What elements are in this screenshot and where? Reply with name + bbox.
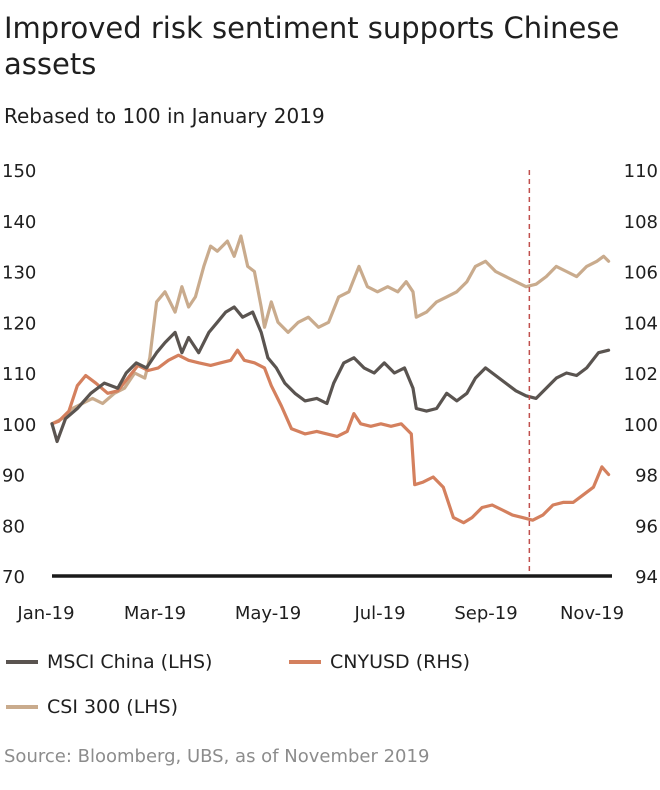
y-tick-right: 104 (624, 313, 658, 334)
series-line-msci (50, 305, 611, 444)
y-tick-right: 96 (635, 516, 658, 537)
y-tick-left: 140 (2, 212, 36, 233)
x-tick-label: May-19 (235, 603, 301, 624)
y-tick-left: 110 (2, 364, 36, 385)
y-tick-left: 80 (2, 516, 25, 537)
chart-title: Improved risk sentiment supports Chinese… (4, 11, 620, 81)
y-tick-right: 110 (624, 161, 658, 182)
y-tick-right: 102 (624, 364, 658, 385)
line-chart: 150 140 130 120 110 100 90 80 70 110 108 106 104 102 1… (2, 161, 658, 624)
legend-item-msci: MSCI China (LHS) (6, 651, 212, 673)
legend-swatch-msci (6, 660, 38, 664)
legend-label-csi: CSI 300 (LHS) (47, 696, 179, 718)
y-tick-left: 120 (2, 313, 36, 334)
legend-swatch-cny (289, 660, 321, 664)
y-tick-right: 94 (635, 567, 658, 588)
legend-label-cny: CNYUSD (RHS) (330, 651, 471, 673)
x-tick-label: Nov-19 (560, 603, 624, 624)
y-tick-right: 106 (624, 263, 658, 284)
y-tick-left: 90 (2, 466, 25, 487)
y-tick-right: 98 (635, 466, 658, 487)
x-tick-label: Jul-19 (353, 603, 405, 624)
chart-subtitle: Rebased to 100 in January 2019 (4, 104, 325, 128)
x-tick-label: Sep-19 (454, 603, 517, 624)
legend-item-csi: CSI 300 (LHS) (6, 696, 178, 718)
y-tick-left: 130 (2, 263, 36, 284)
legend-item-cny: CNYUSD (RHS) (289, 651, 470, 673)
y-tick-right: 108 (624, 212, 658, 233)
y-tick-left: 70 (2, 567, 25, 588)
series-line-cny (50, 348, 611, 525)
source-note: Source: Bloomberg, UBS, as of November 2… (4, 746, 430, 767)
legend-label-msci: MSCI China (LHS) (47, 651, 213, 673)
x-tick-label: Jan-19 (16, 603, 74, 624)
y-tick-left: 100 (2, 415, 36, 436)
x-tick-label: Mar-19 (124, 603, 186, 624)
series-line-csi (50, 234, 611, 426)
y-tick-right: 100 (624, 415, 658, 436)
y-tick-left: 150 (2, 161, 36, 182)
legend-swatch-csi (6, 705, 38, 709)
